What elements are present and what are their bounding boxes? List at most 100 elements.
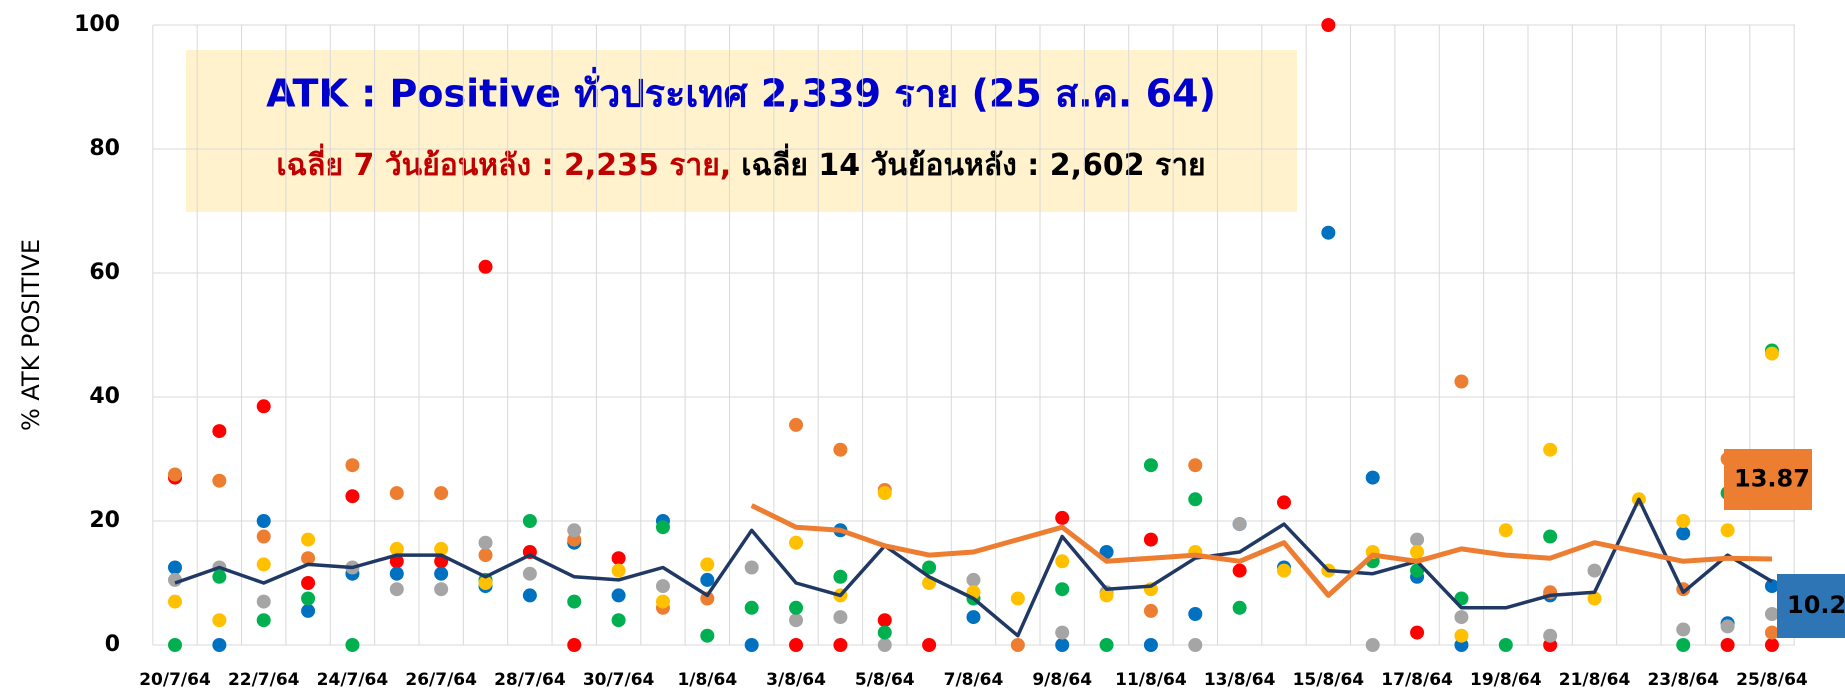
scatter-point [256, 399, 271, 414]
scatter-point [1764, 579, 1779, 594]
scatter-point [1143, 638, 1158, 652]
x-tick-label: 5/8/64 [855, 670, 915, 690]
scatter-point [1365, 470, 1380, 485]
y-axis-label: % ATK POSITIVE [17, 239, 45, 431]
scatter-point [1055, 582, 1070, 597]
scatter-point [789, 613, 804, 628]
scatter-point [522, 566, 537, 581]
scatter-point [789, 600, 804, 615]
scatter-point [833, 638, 848, 652]
scatter-point [434, 541, 449, 556]
scatter-point [744, 560, 759, 575]
x-tick-label: 20/7/64 [139, 670, 211, 690]
scatter-point [567, 638, 582, 652]
scatter-point [1010, 638, 1025, 652]
scatter-point [301, 551, 316, 566]
scatter-point [1764, 607, 1779, 621]
scatter-point [1321, 18, 1336, 32]
scatter-point [1498, 523, 1513, 538]
annotation-label: 10.24 [1787, 591, 1845, 619]
y-tick-label: 40 [89, 384, 120, 409]
scatter-point [655, 579, 670, 594]
y-tick-label: 100 [74, 12, 120, 37]
scatter-point [1454, 374, 1469, 389]
scatter-point [1720, 523, 1735, 538]
scatter-point [1055, 554, 1070, 569]
scatter-point [611, 588, 626, 603]
scatter-point [434, 566, 449, 581]
scatter-point [1454, 628, 1469, 643]
scatter-point [1720, 638, 1735, 652]
scatter-point [1277, 495, 1291, 510]
scatter-point [833, 442, 848, 457]
x-tick-label: 13/8/64 [1204, 670, 1276, 690]
x-tick-label: 15/8/64 [1293, 670, 1365, 690]
scatter-point [877, 486, 892, 501]
scatter-point [301, 603, 316, 618]
scatter-point [212, 613, 227, 628]
scatter-point [301, 576, 316, 590]
scatter-point [833, 569, 848, 584]
scatter-point [1410, 625, 1425, 640]
scatter-point [744, 600, 759, 615]
scatter-point [256, 514, 271, 528]
scatter-point [833, 610, 848, 625]
scatter-point [389, 541, 404, 556]
scatter-point [1720, 619, 1735, 634]
scatter-point [744, 638, 759, 652]
scatter-point [345, 458, 360, 473]
scatter-point [1232, 600, 1247, 615]
x-tick-label: 7/8/64 [944, 670, 1004, 690]
scatter-point [1543, 529, 1558, 544]
scatter-point [1676, 622, 1691, 637]
scatter-point [1764, 346, 1779, 361]
scatter-point [478, 535, 493, 550]
scatter-point [1188, 492, 1203, 507]
scatter-point [389, 582, 404, 597]
y-tick-label: 20 [89, 508, 120, 533]
scatter-point [256, 529, 271, 544]
scatter-point [1676, 526, 1691, 541]
x-tick-label: 25/8/64 [1736, 670, 1808, 690]
scatter-point [1232, 517, 1247, 532]
scatter-point [1365, 638, 1380, 652]
scatter-point [389, 566, 404, 581]
scatter-point [256, 613, 271, 628]
scatter-point [700, 572, 715, 587]
scatter-point [966, 572, 981, 587]
scatter-point [611, 613, 626, 628]
scatter-point [168, 594, 182, 609]
scatter-point [700, 557, 715, 572]
scatter-point [1410, 532, 1425, 547]
scatter-point [1143, 458, 1158, 473]
scatter-point [1454, 610, 1469, 625]
x-tick-label: 28/7/64 [494, 670, 566, 690]
x-tick-label: 9/8/64 [1032, 670, 1092, 690]
scatter-point [1277, 563, 1291, 578]
scatter-point [1543, 442, 1558, 457]
scatter-point [389, 486, 404, 501]
annotation-box [1777, 574, 1845, 638]
scatter-point [1587, 591, 1602, 606]
annotation-label: 13.87 [1734, 465, 1810, 493]
x-tick-label: 22/7/64 [228, 670, 300, 690]
scatter-point [478, 576, 493, 590]
scatter-point [966, 610, 981, 625]
scatter-point [522, 588, 537, 603]
scatter-point [611, 563, 626, 578]
scatter-point [655, 594, 670, 609]
scatter-point [478, 548, 493, 563]
scatter-point [1676, 638, 1691, 652]
scatter-point [877, 625, 892, 640]
chart-title: ATK : Positive ทั่วประเทศ 2,339 ราย (25 … [266, 67, 1216, 116]
scatter-point [1410, 545, 1425, 559]
x-tick-label: 24/7/64 [317, 670, 389, 690]
scatter-point [700, 628, 715, 643]
x-tick-label: 3/8/64 [766, 670, 826, 690]
scatter-point [922, 560, 937, 575]
scatter-point [168, 638, 182, 652]
scatter-point [434, 582, 449, 597]
title-box [186, 50, 1297, 212]
line-series [750, 503, 1773, 598]
